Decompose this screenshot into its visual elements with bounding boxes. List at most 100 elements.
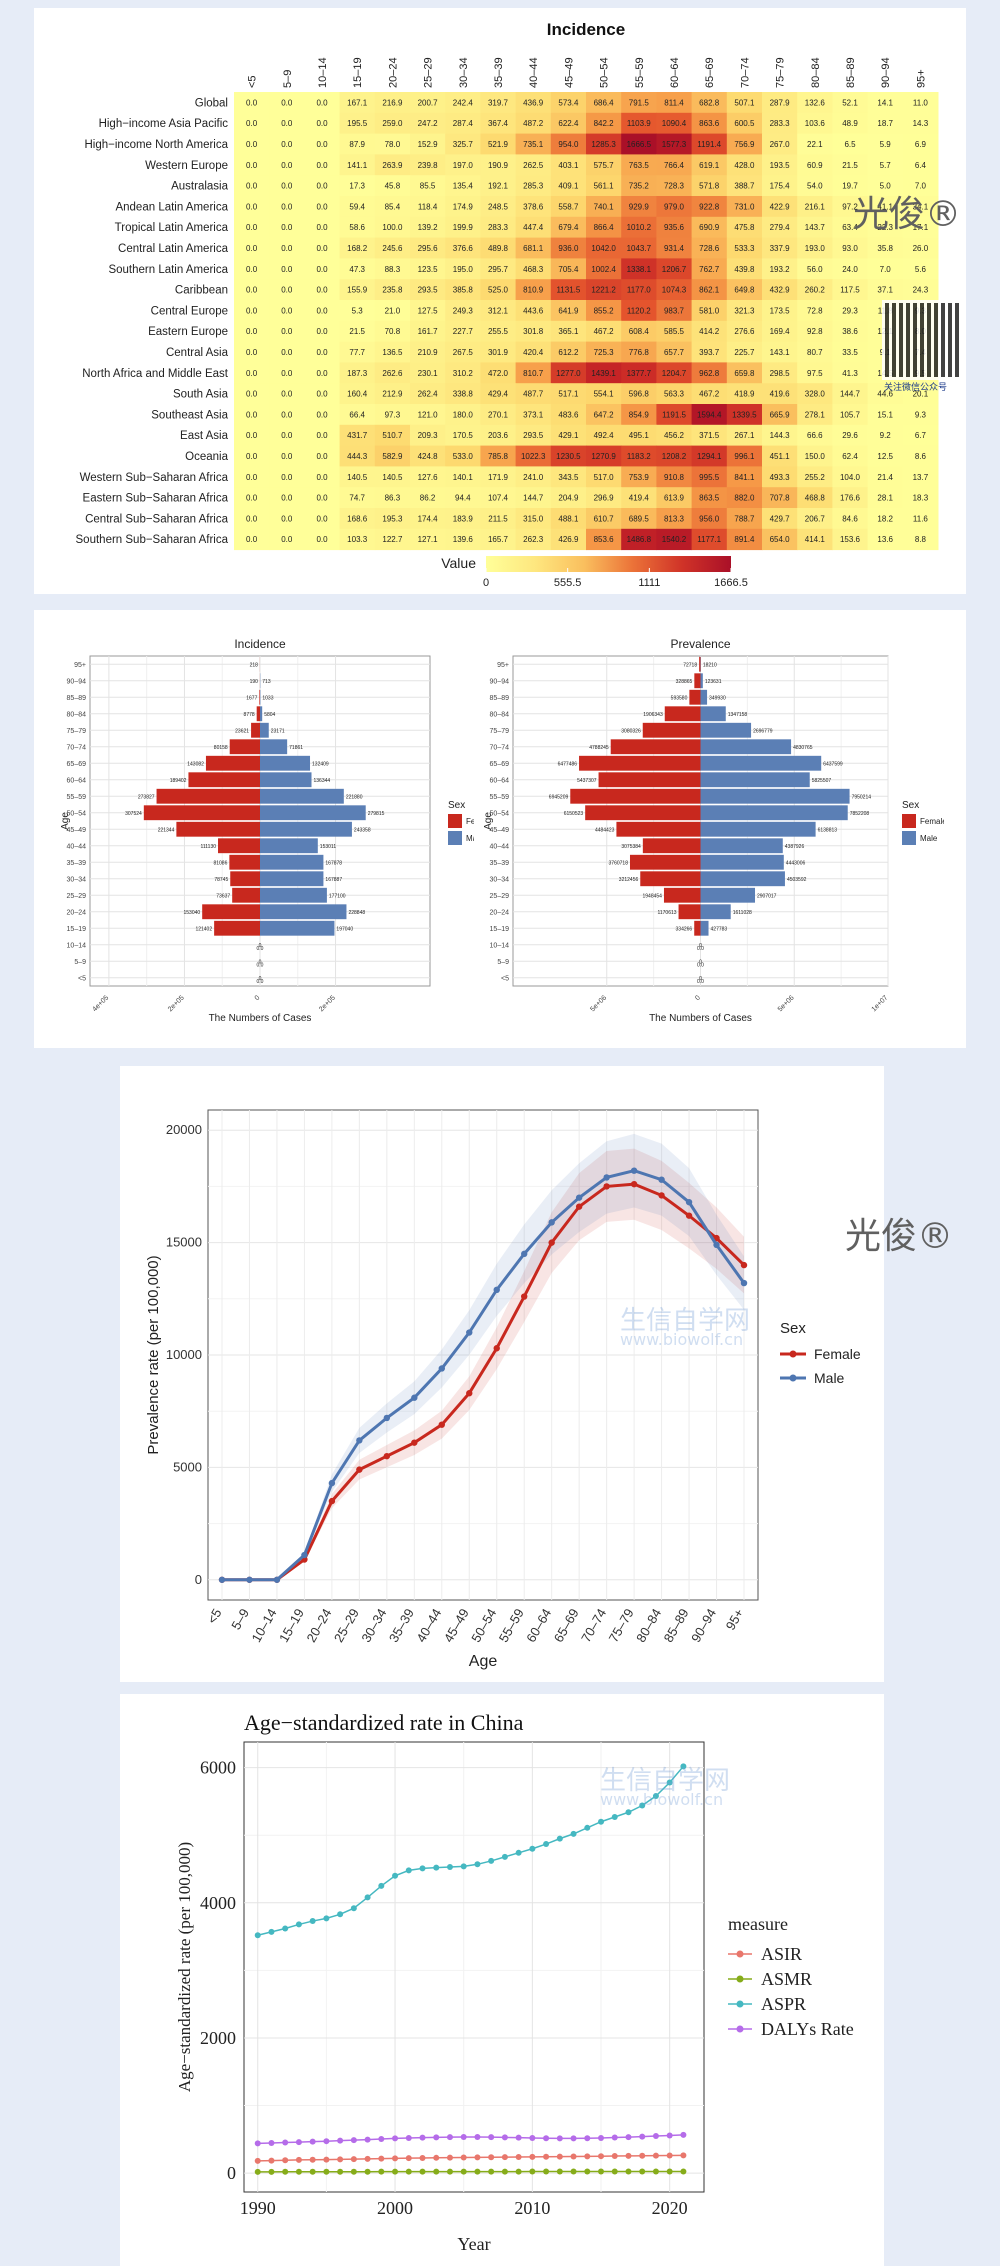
heatmap-cell-value: 0.0 bbox=[246, 431, 258, 440]
heatmap-cell-value: 432.9 bbox=[770, 286, 791, 295]
heatmap-cell-value: 762.7 bbox=[699, 265, 720, 274]
point-aspr bbox=[309, 1918, 316, 1925]
asr-chart: Age−standardized rate in China 0 2000 4000 6… bbox=[175, 1710, 854, 2254]
heatmap-cell bbox=[762, 404, 798, 426]
heatmap-cell bbox=[902, 175, 939, 197]
heatmap-cell-value: 647.2 bbox=[594, 410, 615, 419]
point-aspr bbox=[666, 1779, 673, 1786]
prevalence-pyramid: Prevalence <5 5–9 10–14 15–19 20–24 25–29 30–34… bbox=[483, 637, 944, 1024]
heatmap-cell-value: 788.7 bbox=[734, 514, 755, 523]
heatmap-cell-value: 278.1 bbox=[805, 410, 826, 419]
heatmap-cell-value: 468.8 bbox=[805, 494, 826, 503]
heatmap-cell-value: 85.4 bbox=[385, 202, 401, 211]
heatmap-cell bbox=[269, 487, 305, 509]
heatmap-cell bbox=[656, 216, 693, 239]
bar-label-female: 153040 bbox=[183, 910, 200, 916]
heatmap-cell-value: 0.0 bbox=[316, 410, 328, 419]
point-asmr bbox=[529, 2168, 536, 2175]
heatmap-cell bbox=[269, 404, 305, 426]
heatmap-cell-value: 97.5 bbox=[807, 369, 823, 378]
heatmap-cell bbox=[586, 404, 622, 426]
heatmap-cell-value: 195.5 bbox=[347, 119, 368, 128]
point-asmr bbox=[625, 2168, 632, 2175]
heatmap-cell bbox=[586, 92, 622, 114]
point-aspr bbox=[405, 1867, 412, 1874]
heatmap-cell-value: 1120.2 bbox=[627, 306, 651, 315]
heatmap-col-label: 75–79 bbox=[775, 57, 787, 88]
heatmap-cell-value: 1010.2 bbox=[627, 223, 652, 232]
bar-female bbox=[694, 673, 701, 689]
heatmap-cell-value: 0.0 bbox=[316, 202, 328, 211]
heatmap-cell-value: 325.7 bbox=[453, 140, 474, 149]
y-tick-label: 0 bbox=[195, 1572, 202, 1587]
heatmap-cell-value: 525.0 bbox=[488, 286, 509, 295]
age-tick-label: 70–74 bbox=[67, 744, 87, 751]
prevalence-rate-chart: 0 5000 10000 15000 20000 <5 5–910–1415–1920–24… bbox=[145, 1109, 861, 1670]
heatmap-cell-value: 996.1 bbox=[734, 452, 755, 461]
heatmap-cell-value: 155.9 bbox=[347, 286, 368, 295]
heatmap-cell bbox=[797, 362, 833, 384]
bar-male bbox=[700, 887, 756, 903]
heatmap-cell-value: 180.0 bbox=[453, 410, 474, 419]
heatmap-cell-value: 493.3 bbox=[770, 473, 791, 482]
legend-point bbox=[736, 1950, 744, 1958]
heatmap-cell bbox=[902, 487, 939, 509]
heatmap-cell bbox=[726, 320, 763, 343]
heatmap-cell-value: 13.6 bbox=[877, 535, 893, 544]
heatmap-cell bbox=[480, 258, 517, 280]
bar-label-male: 221880 bbox=[346, 794, 363, 800]
point-male bbox=[301, 1551, 308, 1559]
heatmap-cell bbox=[902, 445, 939, 467]
bar-label-male: 4503592 bbox=[787, 877, 807, 883]
age-tick-label: 55–59 bbox=[490, 794, 510, 801]
point-male bbox=[575, 1194, 583, 1201]
heatmap-cell bbox=[410, 196, 446, 218]
heatmap-cell bbox=[691, 279, 728, 301]
heatmap-cell bbox=[515, 466, 552, 488]
heatmap-cell bbox=[445, 445, 481, 467]
heatmap-cell bbox=[410, 216, 446, 239]
point-dalys-rate bbox=[529, 2134, 536, 2141]
heatmap-cell-value: 6.4 bbox=[915, 161, 927, 170]
point-asmr bbox=[666, 2168, 673, 2175]
heatmap-cell bbox=[304, 466, 341, 488]
brand-watermark-1: 光俊® bbox=[853, 194, 962, 235]
heatmap-cell bbox=[339, 383, 376, 405]
point-asmr bbox=[433, 2168, 440, 2175]
bar-female bbox=[664, 706, 701, 722]
bar-label-male: 132409 bbox=[312, 761, 329, 767]
heatmap-cell bbox=[586, 320, 622, 343]
bar-label-female: 1948454 bbox=[642, 893, 662, 899]
heatmap-cell bbox=[515, 175, 552, 197]
heatmap-cell bbox=[445, 92, 481, 114]
heatmap-cell bbox=[269, 320, 305, 343]
point-female bbox=[630, 1180, 638, 1188]
heatmap-cell-value: 0.0 bbox=[246, 140, 258, 149]
heatmap-cell-value: 510.7 bbox=[382, 431, 403, 440]
heatmap-cell-value: 954.0 bbox=[558, 140, 579, 149]
heatmap-cell-value: 103.3 bbox=[347, 535, 368, 544]
heatmap-cell bbox=[445, 216, 481, 239]
heatmap-cell-value: 995.5 bbox=[699, 473, 720, 482]
x-tick-label: 75–79 bbox=[606, 1606, 637, 1645]
heatmap-cell-value: 279.4 bbox=[770, 223, 791, 232]
point-asir bbox=[474, 2154, 481, 2161]
heatmap-cell bbox=[621, 133, 657, 155]
bar-female bbox=[585, 805, 701, 821]
point-asir bbox=[337, 2156, 344, 2163]
bar-label-male: 153011 bbox=[320, 844, 337, 850]
heatmap-cell bbox=[797, 383, 833, 405]
bar-male bbox=[700, 739, 792, 755]
heatmap-cell-value: 100.0 bbox=[382, 223, 403, 232]
heatmap-cell-value: 225.7 bbox=[734, 348, 755, 357]
chart-title: Age−standardized rate in China bbox=[244, 1710, 524, 1735]
bar-male bbox=[260, 887, 327, 903]
heatmap-cell bbox=[480, 300, 517, 322]
x-tick-label: 1990 bbox=[240, 2198, 276, 2218]
heatmap-cell-value: 659.8 bbox=[734, 369, 755, 378]
heatmap-cell-value: 467.2 bbox=[699, 390, 720, 399]
heatmap-cell-value: 104.0 bbox=[840, 473, 861, 482]
bar-female bbox=[610, 739, 701, 755]
point-female bbox=[383, 1452, 391, 1460]
heatmap-cell bbox=[691, 154, 728, 176]
